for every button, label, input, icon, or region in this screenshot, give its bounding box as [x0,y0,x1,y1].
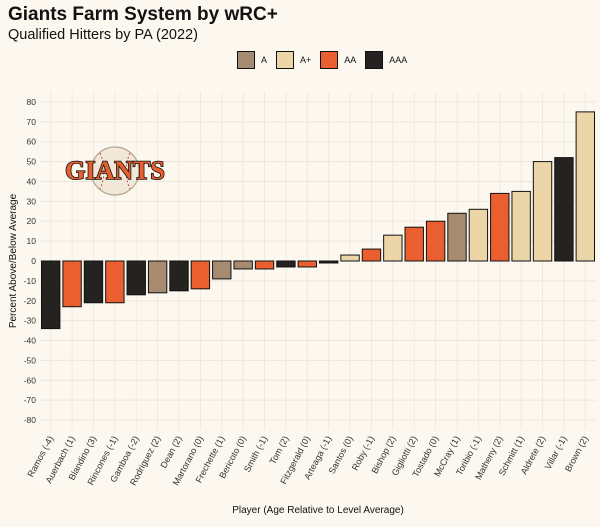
bar [425,220,446,262]
bar [83,260,104,304]
bar [468,208,489,262]
bar [169,260,189,292]
logo-text: GIANTS [65,156,165,185]
y-tick-label: 80 [27,97,37,107]
legend-swatch-aaa [365,51,384,69]
legend-swatch-a-plus [276,51,295,69]
bar [190,260,211,290]
y-tick-label: 50 [27,157,37,167]
legend-item-aa: AA [320,51,356,69]
legend-swatch-a [237,51,255,69]
bar [147,260,168,294]
legend-item-a-plus: A+ [276,51,311,69]
y-tick-label: -80 [24,415,37,425]
chart-subtitle: Qualified Hitters by PA (2022) [8,27,198,43]
y-tick-label: 30 [27,196,37,206]
bar [126,260,146,296]
x-tick-label: Tom (2) [268,434,291,466]
bar [447,212,467,262]
legend-label-a: A [261,55,268,65]
bar [297,260,318,268]
chart-legend: A A+ AA AAA [237,51,407,69]
y-tick-label: -70 [24,395,37,405]
x-axis-title: Player (Age Relative to Level Average) [232,505,404,516]
bar [490,192,510,262]
giants-logo-icon: GIANTS [64,146,166,196]
bar [318,260,339,264]
y-tick-label: -60 [24,375,37,385]
bar [361,248,382,262]
bar [254,260,275,270]
y-tick-label: 10 [27,236,37,246]
legend-item-aaa: AAA [365,51,407,69]
bar [212,260,232,280]
bar [40,260,61,330]
legend-label-aa: AA [344,55,357,65]
bar [575,111,596,262]
bar [105,260,125,304]
chart-title: Giants Farm System by wRC+ [8,4,278,25]
y-tick-label: 0 [31,256,36,266]
y-tick-label: -50 [24,355,37,365]
y-tick-label: -30 [24,316,37,326]
y-tick-label: -40 [24,336,37,346]
bar [404,226,424,262]
y-tick-label: 70 [27,117,37,127]
legend-label-aaa: AAA [389,55,408,65]
y-axis-title: Percent Above/Below Average [8,193,19,328]
bar [532,161,553,262]
y-tick-label: 40 [27,176,37,186]
bar [276,260,296,268]
bar [554,157,574,262]
y-tick-label: -20 [24,296,37,306]
legend-item-a: A [237,51,267,69]
bar [511,190,531,262]
y-tick-label: 60 [27,137,37,147]
bar [383,234,403,262]
bar [233,260,253,270]
y-tick-label: -10 [24,276,37,286]
legend-swatch-aa [320,51,339,69]
y-tick-label: 20 [27,216,37,226]
bar [340,254,360,262]
legend-label-a-plus: A+ [300,55,312,65]
bar [62,260,82,308]
